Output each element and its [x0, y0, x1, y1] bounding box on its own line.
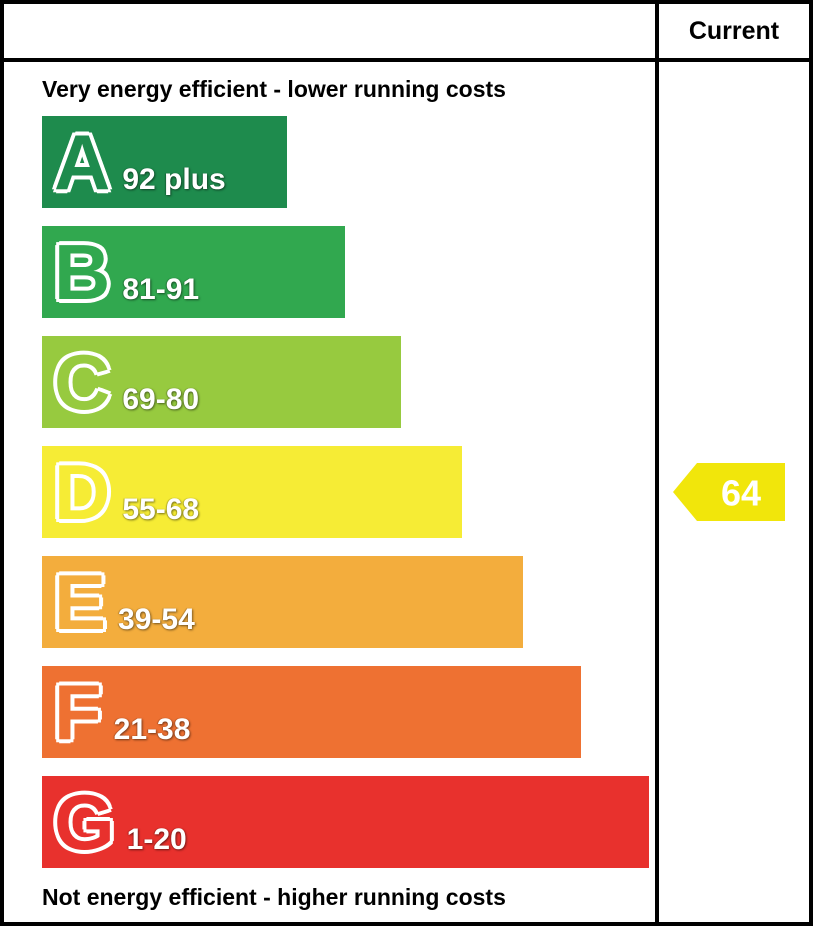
rating-band-f: F 21-38	[42, 666, 582, 758]
band-letter: E	[54, 558, 107, 646]
header-spacer	[4, 4, 655, 58]
arrow-shape	[673, 463, 785, 521]
top-efficiency-label: Very energy efficient - lower running co…	[42, 76, 506, 102]
rating-bands: A 92 plus B 81-91 C 69-80 D 55-68 E 39-5…	[42, 116, 655, 868]
header-row: Current	[4, 4, 809, 62]
rating-band-e: E 39-54	[42, 556, 524, 648]
band-letter: A	[54, 118, 111, 206]
band-letter: F	[54, 668, 102, 756]
band-range: 69-80	[122, 383, 200, 416]
rating-band-d: D 55-68	[42, 446, 462, 538]
rating-band-b: B 81-91	[42, 226, 346, 318]
rating-band-a: A 92 plus	[42, 116, 288, 208]
band-range: 92 plus	[122, 163, 226, 196]
rating-scale-column: Very energy efficient - lower running co…	[4, 62, 655, 922]
band-range: 39-54	[118, 603, 195, 636]
rating-band-g: G 1-20	[42, 776, 649, 868]
chart-body: Very energy efficient - lower running co…	[4, 62, 809, 922]
band-letter: B	[54, 228, 111, 316]
current-rating-value: 64	[721, 473, 761, 514]
band-letter: C	[54, 338, 111, 426]
band-range: 21-38	[113, 713, 191, 746]
bottom-efficiency-label: Not energy efficient - higher running co…	[42, 884, 506, 910]
band-letter: D	[54, 448, 111, 536]
band-letter: G	[54, 778, 115, 866]
current-rating-arrow: 64	[673, 463, 785, 521]
band-range: 1-20	[126, 823, 187, 856]
rating-band-c: C 69-80	[42, 336, 401, 428]
current-rating-column: 64	[655, 62, 809, 922]
band-range: 55-68	[122, 493, 200, 526]
band-range: 81-91	[122, 273, 200, 306]
current-column-header: Current	[655, 4, 809, 58]
